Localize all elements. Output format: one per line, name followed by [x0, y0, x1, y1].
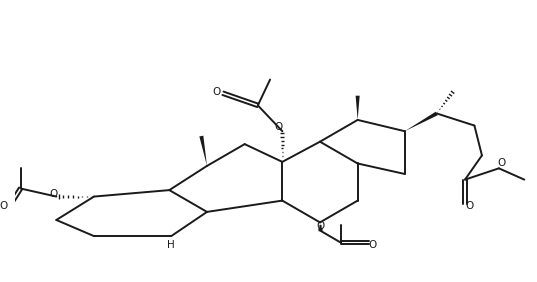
Text: O: O	[497, 158, 505, 168]
Text: O: O	[317, 221, 325, 232]
Text: H: H	[168, 240, 175, 250]
Text: O: O	[465, 201, 473, 211]
Polygon shape	[199, 136, 207, 166]
Polygon shape	[405, 112, 438, 131]
Polygon shape	[355, 96, 360, 120]
Text: O: O	[213, 87, 221, 97]
Text: O: O	[274, 122, 282, 132]
Text: O: O	[0, 201, 8, 211]
Text: O: O	[369, 240, 377, 250]
Text: O: O	[50, 189, 58, 199]
